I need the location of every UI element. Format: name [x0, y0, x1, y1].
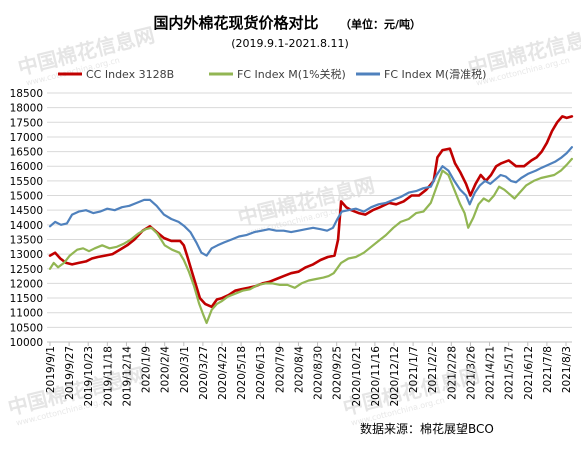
x-tick-label: 2021/8/3	[561, 346, 573, 393]
y-tick-label: 18000	[10, 103, 43, 115]
x-tick-label: 2021/2/28	[446, 346, 458, 400]
y-tick-label: 13000	[10, 249, 43, 261]
chart-title: 国内外棉花现货价格对比	[153, 14, 318, 32]
legend-label: CC Index 3128B	[86, 68, 174, 81]
x-tick-label: 2020/3/27	[198, 346, 210, 400]
x-tick-label: 2020/6/13	[255, 346, 267, 400]
x-tick-label: 2020/8/4	[293, 346, 305, 393]
x-tick-label: 2020/12/12	[389, 346, 401, 407]
x-tick-label: 2021/3/26	[465, 346, 477, 400]
legend: CC Index 3128B FC Index M(1%关税) FC Index M…	[58, 67, 486, 81]
y-tick-label: 17000	[10, 132, 43, 144]
series-layer	[48, 115, 574, 325]
series-line	[48, 146, 573, 257]
x-tick-label: 2021/6/12	[523, 346, 535, 400]
y-tick-label: 15500	[10, 176, 43, 188]
y-tick-label: 10500	[10, 322, 43, 334]
x-tick-label: 2021/2/2	[427, 346, 439, 393]
y-tick-label: 11000	[10, 308, 43, 320]
x-tick-label: 2021/5/17	[504, 346, 516, 400]
x-tick-label: 2020/11/16	[370, 346, 382, 407]
y-tick-label: 10000	[10, 337, 43, 349]
x-tick-label: 2021/4/21	[485, 346, 497, 400]
x-tick-label: 2020/7/9	[274, 346, 286, 393]
x-tick-label: 2019/12/14	[121, 346, 133, 407]
y-tick-label: 12000	[10, 278, 43, 290]
y-tick-label: 18500	[10, 88, 43, 100]
x-tick-label: 2021/1/7	[408, 346, 420, 393]
x-tick-label: 2020/10/21	[351, 346, 363, 407]
legend-label: FC Index M(滑准税)	[384, 67, 486, 81]
series-line	[48, 157, 573, 325]
unit-note: （单位：元/吨）	[340, 17, 421, 31]
y-tick-label: 16000	[10, 161, 43, 173]
y-tick-label: 12500	[10, 264, 43, 276]
y-tick-label: 14500	[10, 205, 43, 217]
x-tick-label: 2020/8/30	[313, 346, 325, 400]
y-tick-label: 13500	[10, 234, 43, 246]
y-tick-label: 17500	[10, 117, 43, 129]
y-tick-label: 16500	[10, 147, 43, 159]
y-tick-label: 14000	[10, 220, 43, 232]
x-tick-label: 2019/10/23	[83, 346, 95, 407]
x-tick-label: 2020/3/1	[179, 346, 191, 393]
legend-label: FC Index M(1%关税)	[237, 67, 346, 81]
x-tick-label: 2020/4/22	[217, 346, 229, 400]
x-tick-label: 2019/11/18	[102, 346, 114, 407]
x-tick-label: 2020/5/18	[236, 346, 248, 400]
source-note: 数据来源：棉花展望BCO	[360, 421, 494, 436]
x-tick-label: 2019/9/27	[64, 346, 76, 400]
y-tick-label: 11500	[10, 293, 43, 305]
x-tick-label: 2021/7/8	[542, 346, 554, 393]
x-tick-label: 2020/9/25	[332, 346, 344, 400]
y-tick-label: 15000	[10, 191, 43, 203]
x-tick-label: 2019/9/1	[45, 346, 57, 393]
x-tick-label: 2020/2/4	[160, 346, 172, 393]
axes: 10000 10500 11000 11500 12000 12500 13000 13500…	[10, 88, 573, 407]
x-tick-label: 2020/1/9	[141, 346, 153, 393]
chart-subtitle: (2019.9.1-2021.8.11)	[231, 37, 349, 50]
